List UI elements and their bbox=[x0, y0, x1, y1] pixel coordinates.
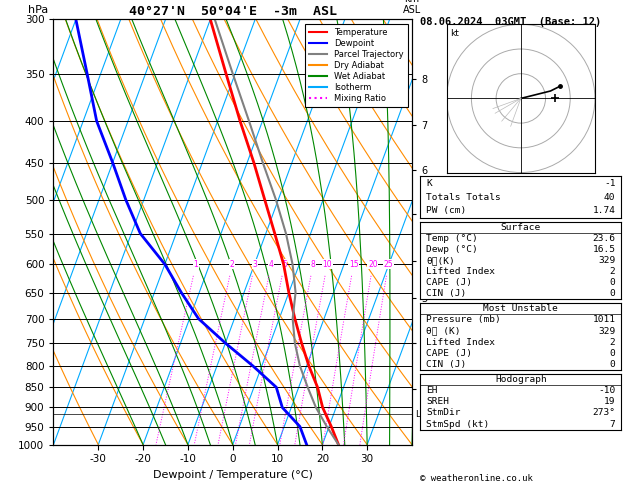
Text: Mixing Ratio (g/kg): Mixing Ratio (g/kg) bbox=[454, 186, 464, 278]
Text: -1: -1 bbox=[604, 179, 615, 188]
Legend: Temperature, Dewpoint, Parcel Trajectory, Dry Adiabat, Wet Adiabat, Isotherm, Mi: Temperature, Dewpoint, Parcel Trajectory… bbox=[305, 24, 408, 107]
Text: 1.74: 1.74 bbox=[593, 207, 615, 215]
Text: Totals Totals: Totals Totals bbox=[426, 192, 501, 202]
Text: EH: EH bbox=[426, 386, 438, 395]
Text: StmDir: StmDir bbox=[426, 408, 460, 417]
Text: Dewp (°C): Dewp (°C) bbox=[426, 245, 478, 254]
Text: 0: 0 bbox=[610, 289, 615, 298]
Text: km
ASL: km ASL bbox=[403, 0, 421, 15]
Title: 40°27'N  50°04'E  -3m  ASL: 40°27'N 50°04'E -3m ASL bbox=[129, 5, 337, 18]
Text: 15: 15 bbox=[349, 260, 359, 269]
Text: Most Unstable: Most Unstable bbox=[484, 304, 558, 313]
Text: θᴄ(K): θᴄ(K) bbox=[426, 256, 455, 265]
Text: StmSpd (kt): StmSpd (kt) bbox=[426, 419, 489, 429]
Text: © weatheronline.co.uk: © weatheronline.co.uk bbox=[420, 474, 533, 483]
Text: 19: 19 bbox=[604, 397, 615, 406]
Text: 5: 5 bbox=[282, 260, 287, 269]
Text: 25: 25 bbox=[384, 260, 393, 269]
Text: 40: 40 bbox=[604, 192, 615, 202]
Text: CAPE (J): CAPE (J) bbox=[426, 278, 472, 287]
Text: 8: 8 bbox=[311, 260, 315, 269]
Text: PW (cm): PW (cm) bbox=[426, 207, 467, 215]
Text: 2: 2 bbox=[230, 260, 235, 269]
Text: 0: 0 bbox=[610, 348, 615, 358]
Text: Temp (°C): Temp (°C) bbox=[426, 234, 478, 243]
Text: 273°: 273° bbox=[593, 408, 615, 417]
Text: kt: kt bbox=[450, 29, 459, 38]
Text: -10: -10 bbox=[598, 386, 615, 395]
Text: 2: 2 bbox=[610, 267, 615, 276]
Text: 10: 10 bbox=[322, 260, 332, 269]
Text: 23.6: 23.6 bbox=[593, 234, 615, 243]
Text: 7: 7 bbox=[610, 419, 615, 429]
Text: Lifted Index: Lifted Index bbox=[426, 267, 495, 276]
Text: 0: 0 bbox=[610, 278, 615, 287]
Text: LCL: LCL bbox=[416, 410, 432, 419]
Text: 2: 2 bbox=[610, 338, 615, 347]
Text: CIN (J): CIN (J) bbox=[426, 360, 467, 369]
Text: 3: 3 bbox=[252, 260, 257, 269]
Text: 20: 20 bbox=[368, 260, 378, 269]
Text: 16.5: 16.5 bbox=[593, 245, 615, 254]
Text: CAPE (J): CAPE (J) bbox=[426, 348, 472, 358]
Text: 1: 1 bbox=[194, 260, 198, 269]
Text: 08.06.2024  03GMT  (Base: 12): 08.06.2024 03GMT (Base: 12) bbox=[420, 17, 601, 27]
Text: 329: 329 bbox=[598, 327, 615, 335]
Text: hPa: hPa bbox=[28, 5, 48, 15]
Text: 4: 4 bbox=[269, 260, 274, 269]
X-axis label: Dewpoint / Temperature (°C): Dewpoint / Temperature (°C) bbox=[153, 470, 313, 480]
Text: CIN (J): CIN (J) bbox=[426, 289, 467, 298]
Text: 0: 0 bbox=[610, 360, 615, 369]
Text: 329: 329 bbox=[598, 256, 615, 265]
Text: SREH: SREH bbox=[426, 397, 449, 406]
Text: Surface: Surface bbox=[501, 223, 541, 232]
Text: K: K bbox=[426, 179, 432, 188]
Text: 1011: 1011 bbox=[593, 315, 615, 325]
Text: θᴄ (K): θᴄ (K) bbox=[426, 327, 460, 335]
Text: Pressure (mb): Pressure (mb) bbox=[426, 315, 501, 325]
Text: Hodograph: Hodograph bbox=[495, 375, 547, 384]
Text: Lifted Index: Lifted Index bbox=[426, 338, 495, 347]
